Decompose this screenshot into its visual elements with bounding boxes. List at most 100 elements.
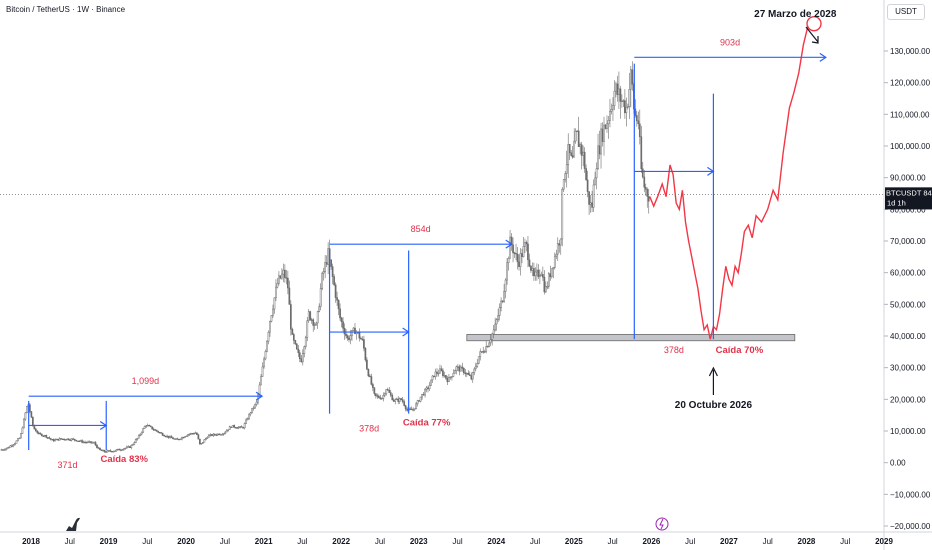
candle-body [595, 168, 598, 179]
candle-body [334, 284, 337, 298]
y-tick-label: 20,000.00 [890, 395, 926, 404]
candle-body [82, 441, 85, 444]
candle-body [128, 446, 131, 449]
candle-body [258, 384, 261, 395]
candle-body [54, 439, 57, 442]
candle-body [37, 432, 40, 434]
candle-body [69, 439, 71, 441]
candle-body [585, 168, 587, 181]
candle-body [145, 425, 148, 427]
candle-body [203, 439, 206, 443]
y-tick-label: 50,000.00 [890, 300, 926, 309]
candle-body [242, 427, 244, 429]
candle-body [254, 403, 256, 409]
candle-body [360, 337, 362, 340]
candle-body [108, 450, 110, 452]
candle-body [163, 435, 165, 437]
candle-body [125, 446, 128, 449]
candle-body [85, 441, 88, 444]
candle-body [188, 433, 191, 436]
candle-body [115, 449, 118, 452]
candle-body [600, 128, 602, 155]
candle-body [340, 317, 343, 322]
candle-body [245, 419, 247, 424]
candle-body [207, 434, 210, 438]
candle-body [100, 449, 103, 451]
candle-body [76, 440, 79, 442]
candle-body [556, 243, 559, 255]
candle-body [143, 426, 146, 429]
x-tick-label: 2029 [875, 537, 893, 546]
cycle-duration-label: 1,099d [132, 376, 160, 386]
candle-body [458, 366, 461, 372]
currency-unit-button[interactable]: USDT [887, 4, 925, 20]
candle-body [187, 434, 189, 437]
candle-body [87, 441, 89, 443]
candle-body [319, 288, 322, 307]
candle-body [309, 311, 312, 320]
candle-body [175, 438, 177, 440]
candle-body [178, 438, 180, 441]
candle-body [282, 269, 285, 275]
candle-body [237, 426, 240, 429]
candle-body [64, 439, 67, 441]
candle-body [273, 297, 276, 310]
candle-body [303, 346, 306, 354]
candle-body [546, 286, 549, 288]
candle-body [324, 262, 326, 272]
candle-body [479, 351, 482, 358]
annotation-label: 20 Octubre 2026 [675, 400, 753, 411]
measure-range-arrow-head [402, 327, 410, 337]
candle-body [570, 152, 573, 156]
candle-body [549, 273, 552, 278]
candle-body [78, 440, 80, 442]
candle-body [158, 431, 161, 434]
candle-body [337, 300, 340, 310]
candle-body [512, 244, 514, 254]
candle-body [339, 308, 341, 319]
candle-body [231, 425, 234, 428]
candle-body [313, 324, 316, 326]
candle-body [394, 399, 397, 402]
candle-body [425, 387, 428, 390]
candle-body [451, 376, 453, 378]
drop-label: Caída 70% [716, 345, 764, 356]
candle-body [139, 433, 142, 436]
candle-body [571, 155, 574, 158]
candle-body [603, 124, 605, 142]
candle-body [628, 88, 631, 107]
candle-body [105, 451, 107, 453]
candle-body [336, 297, 338, 301]
candle-body [263, 358, 265, 368]
candle-body [246, 418, 249, 421]
candle-body [52, 439, 55, 442]
candle-body [542, 274, 544, 278]
candle-body [455, 366, 458, 371]
candle-body [66, 438, 69, 440]
candle-body [93, 442, 95, 444]
candle-body [622, 100, 625, 102]
candle-body [564, 173, 567, 181]
candle-body [358, 331, 361, 339]
candle-body [594, 177, 596, 186]
candle-body [627, 106, 629, 108]
candle-body [470, 375, 473, 380]
candle-body [589, 202, 592, 205]
duration-label: 371d [57, 460, 77, 470]
candle-body [342, 321, 344, 329]
candle-body [225, 430, 228, 433]
candle-body [516, 253, 519, 263]
x-tick-label: Jul [65, 537, 75, 546]
candle-body [604, 124, 607, 129]
candle-body [209, 434, 212, 436]
candle-body [249, 412, 252, 415]
candle-body [474, 366, 477, 370]
candle-body [306, 320, 309, 338]
candle-body [433, 375, 435, 378]
candle-body [294, 340, 297, 345]
price-value-bg [885, 187, 932, 199]
candle-body [364, 348, 367, 361]
candle-body [403, 401, 406, 406]
candle-body [301, 353, 304, 363]
